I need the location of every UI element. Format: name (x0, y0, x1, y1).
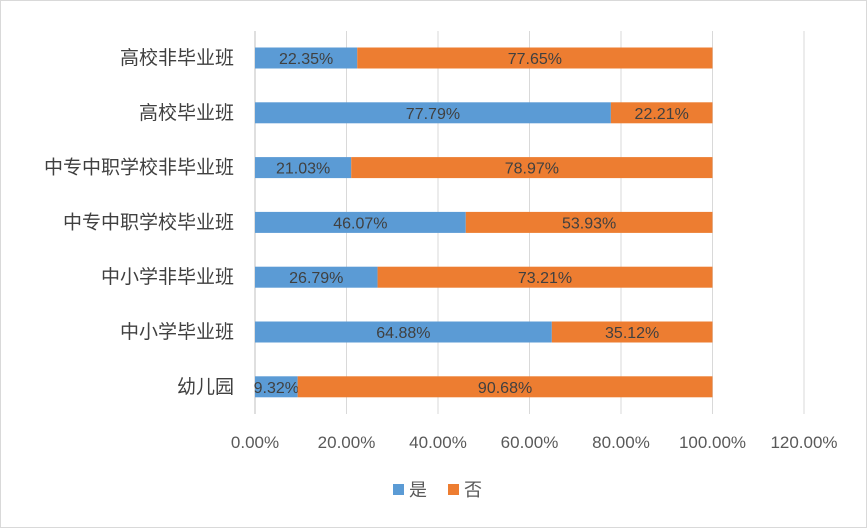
data-label: 22.21% (635, 106, 689, 123)
data-label: 78.97% (505, 161, 559, 178)
bar-segment-no (610, 102, 713, 124)
bar-segment-yes (255, 102, 611, 124)
data-label: 46.07% (333, 215, 387, 232)
data-label: 64.88% (376, 325, 430, 342)
category-label: 中专中职学校非毕业班 (44, 157, 234, 179)
x-tick-label: 120.00% (770, 433, 837, 452)
bar-segment-yes (255, 47, 358, 69)
bar-segment-no (377, 266, 713, 288)
data-label: 90.68% (478, 380, 532, 397)
legend-swatch (393, 484, 404, 495)
legend-label: 否 (464, 480, 482, 501)
bar-segment-yes (255, 321, 552, 343)
data-label: 22.35% (279, 51, 333, 68)
bar-segment-no (465, 211, 713, 233)
bar-segment-yes (255, 157, 352, 179)
bar-segment-yes (255, 211, 466, 233)
bar-segment-no (351, 157, 713, 179)
x-tick-label: 80.00% (592, 433, 650, 452)
bar-segment-no (357, 47, 713, 69)
data-label: 21.03% (276, 161, 330, 178)
data-label: 35.12% (605, 325, 659, 342)
category-label: 幼儿园 (177, 376, 234, 398)
category-label: 中小学毕业班 (120, 321, 234, 343)
category-label: 高校非毕业班 (120, 47, 234, 69)
x-tick-label: 100.00% (679, 433, 746, 452)
x-tick-label: 0.00% (231, 433, 279, 452)
x-tick-label: 60.00% (501, 433, 559, 452)
bar-segment-no (297, 376, 713, 398)
bar-segment-no (551, 321, 713, 343)
legend-swatch (448, 484, 459, 495)
category-label: 中小学非毕业班 (101, 266, 234, 288)
x-tick-label: 40.00% (409, 433, 467, 452)
bar-segment-yes (255, 376, 298, 398)
category-label: 高校毕业班 (139, 102, 234, 124)
data-label: 77.65% (508, 51, 562, 68)
data-label: 26.79% (289, 270, 343, 287)
bar-segment-yes (255, 266, 378, 288)
data-label: 77.79% (406, 106, 460, 123)
data-label: 53.93% (562, 215, 616, 232)
x-tick-label: 20.00% (318, 433, 376, 452)
category-label: 中专中职学校毕业班 (63, 211, 234, 233)
data-label: 9.32% (254, 380, 299, 397)
legend-label: 是 (409, 480, 427, 501)
data-label: 73.21% (518, 270, 572, 287)
